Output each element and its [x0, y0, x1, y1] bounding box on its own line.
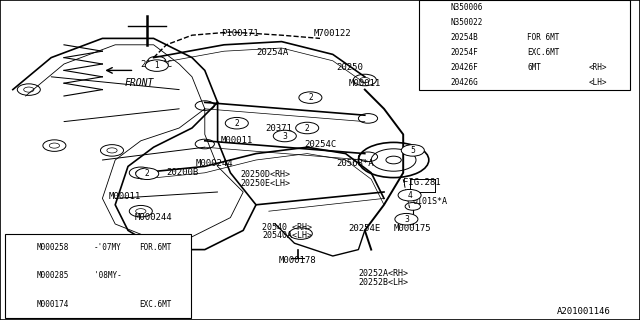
Text: 2: 2 [305, 124, 310, 132]
Text: 20254C: 20254C [304, 140, 336, 149]
Text: N350022: N350022 [451, 18, 483, 27]
Text: 20426G: 20426G [451, 78, 478, 87]
Text: FIG.281: FIG.281 [403, 178, 441, 187]
Text: M000178: M000178 [278, 256, 316, 265]
Text: 3: 3 [282, 132, 287, 140]
Text: 4: 4 [431, 63, 436, 72]
Circle shape [136, 168, 159, 180]
Circle shape [299, 92, 322, 103]
Circle shape [273, 130, 296, 142]
Circle shape [33, 273, 56, 284]
Text: 20584C: 20584C [141, 60, 173, 68]
Text: M00011: M00011 [221, 136, 253, 145]
Text: 1: 1 [431, 3, 436, 12]
Text: 20200B: 20200B [166, 168, 198, 177]
Circle shape [425, 3, 443, 12]
Circle shape [398, 189, 421, 201]
Text: 1: 1 [154, 61, 159, 70]
Text: 2: 2 [234, 119, 239, 128]
Text: M000285: M000285 [36, 271, 69, 281]
Circle shape [395, 213, 418, 225]
Text: 2: 2 [145, 169, 150, 178]
Text: 20568*A: 20568*A [336, 159, 374, 168]
Text: <RH>: <RH> [588, 63, 607, 72]
Text: M700122: M700122 [314, 29, 351, 38]
Bar [419, 0, 630, 90]
Text: 6MT: 6MT [527, 63, 541, 72]
Text: 20254B: 20254B [451, 33, 478, 42]
Text: 20252B<LH>: 20252B<LH> [358, 278, 408, 287]
Text: 5: 5 [17, 271, 22, 281]
Text: 3: 3 [404, 215, 409, 224]
Text: M000244: M000244 [195, 159, 233, 168]
Text: M000244: M000244 [134, 213, 172, 222]
Text: 20426F: 20426F [451, 63, 478, 72]
Text: M00011: M00011 [349, 79, 381, 88]
Text: 20254A: 20254A [256, 48, 288, 57]
Text: 4: 4 [407, 191, 412, 200]
Text: 20254F: 20254F [451, 48, 478, 57]
Text: 2: 2 [308, 93, 313, 102]
Text: FOR.6MT: FOR.6MT [139, 243, 172, 252]
Text: 0101S*A: 0101S*A [413, 197, 448, 206]
Text: M00011: M00011 [109, 192, 141, 201]
Circle shape [425, 25, 443, 34]
Text: M000175: M000175 [394, 224, 431, 233]
Text: 3: 3 [431, 25, 436, 34]
Text: M000174: M000174 [36, 300, 69, 309]
Text: 20371: 20371 [266, 124, 292, 132]
Text: A201001146: A201001146 [557, 308, 611, 316]
Text: M000258: M000258 [36, 243, 69, 252]
Text: N350006: N350006 [451, 3, 483, 12]
Text: 20254E: 20254E [349, 224, 381, 233]
Circle shape [425, 18, 443, 27]
Text: 20540 <RH>: 20540 <RH> [262, 223, 312, 232]
Circle shape [401, 145, 424, 156]
Text: FOR 6MT: FOR 6MT [527, 33, 560, 42]
Text: <LH>: <LH> [588, 78, 607, 87]
Text: 20540A<LH>: 20540A<LH> [262, 231, 312, 240]
Text: 20250: 20250 [336, 63, 363, 72]
Text: 2: 2 [431, 18, 436, 27]
Circle shape [145, 60, 168, 71]
Circle shape [296, 122, 319, 134]
Text: '08MY-: '08MY- [94, 271, 122, 281]
Text: -'07MY: -'07MY [94, 243, 122, 252]
Circle shape [10, 271, 29, 280]
Text: 20250E<LH>: 20250E<LH> [240, 179, 290, 188]
Circle shape [225, 117, 248, 129]
Text: 20252A<RH>: 20252A<RH> [358, 269, 408, 278]
Text: EXC.6MT: EXC.6MT [139, 300, 172, 309]
Text: FRONT: FRONT [125, 78, 154, 88]
Bar [5, 234, 191, 318]
Text: 5: 5 [42, 274, 47, 283]
Circle shape [425, 63, 443, 72]
Text: 5: 5 [410, 146, 415, 155]
Text: P100171: P100171 [221, 29, 259, 38]
Text: EXC.6MT: EXC.6MT [527, 48, 560, 57]
Text: 20250D<RH>: 20250D<RH> [240, 170, 290, 179]
